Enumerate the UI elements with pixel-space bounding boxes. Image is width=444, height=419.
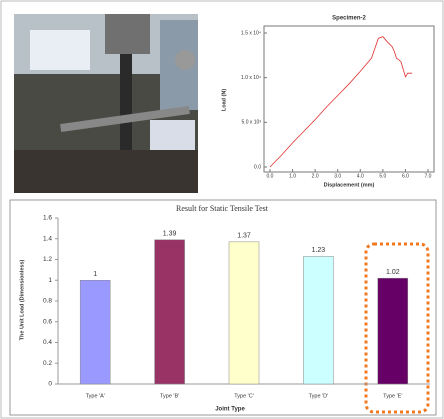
x-axis-title: Displacement (mm) <box>324 182 375 188</box>
bar <box>154 239 185 385</box>
x-tick-label: 0.0 <box>267 173 274 179</box>
bar <box>228 241 260 385</box>
value-label: 1 <box>93 271 97 278</box>
x-tick-label: 6.0 <box>402 173 409 179</box>
bar <box>303 256 334 385</box>
value-label: 1.39 <box>163 231 177 238</box>
y-tick-label: 1.0 x 10⁴ <box>241 75 261 81</box>
y-tick-label: 0.6 <box>43 318 52 325</box>
y-tick-label: 1.4 <box>43 235 52 242</box>
x-tick-label: 1.0 <box>289 173 296 179</box>
value-label: 1.02 <box>386 269 400 276</box>
y-tick-label: 0 <box>48 381 52 388</box>
x-tick-label: Type 'B' <box>160 393 179 399</box>
y-tick-label: 1.6 <box>43 215 52 222</box>
data-line <box>269 36 413 168</box>
bar-panel <box>9 199 437 416</box>
chart-title: Result for Static Tensile Test <box>176 204 269 213</box>
value-label: 1.37 <box>237 233 251 240</box>
x-tick-label: 2.0 <box>312 173 319 179</box>
y-axis-title: The Unit Load (Dimensionless) <box>19 260 25 341</box>
photo <box>14 14 198 193</box>
y-tick-label: 1.5 x 10⁴ <box>241 30 261 36</box>
x-tick-label: Type 'C' <box>234 393 254 399</box>
x-tick-label: Type 'E' <box>383 393 402 399</box>
y-axis-title: Load (N) <box>221 89 227 111</box>
x-tick-label: 4.0 <box>357 173 364 179</box>
bar <box>79 280 111 385</box>
y-tick-label: 1 <box>48 277 52 284</box>
chart-title: Specimen-2 <box>332 16 366 22</box>
y-tick-label: 0.4 <box>43 339 52 346</box>
y-tick-label: 1.2 <box>43 256 52 263</box>
x-tick-label: Type 'D' <box>309 393 329 399</box>
bar <box>377 277 409 385</box>
x-axis-title: Joint Type <box>215 407 245 413</box>
value-label: 1.23 <box>312 247 326 254</box>
x-tick-label: 3.0 <box>334 173 341 179</box>
y-tick-label: 0.0 <box>254 164 261 170</box>
x-tick-label: 7.0 <box>425 173 432 179</box>
x-tick-label: 5.0 <box>379 173 386 179</box>
plot-area <box>263 25 435 173</box>
y-tick-label: 0.8 <box>43 298 52 305</box>
highlight-box <box>364 242 430 414</box>
x-tick-label: Type 'A' <box>86 393 105 399</box>
y-tick-label: 0.2 <box>43 360 52 367</box>
y-tick-label: 5.0 x 10³ <box>242 120 262 126</box>
